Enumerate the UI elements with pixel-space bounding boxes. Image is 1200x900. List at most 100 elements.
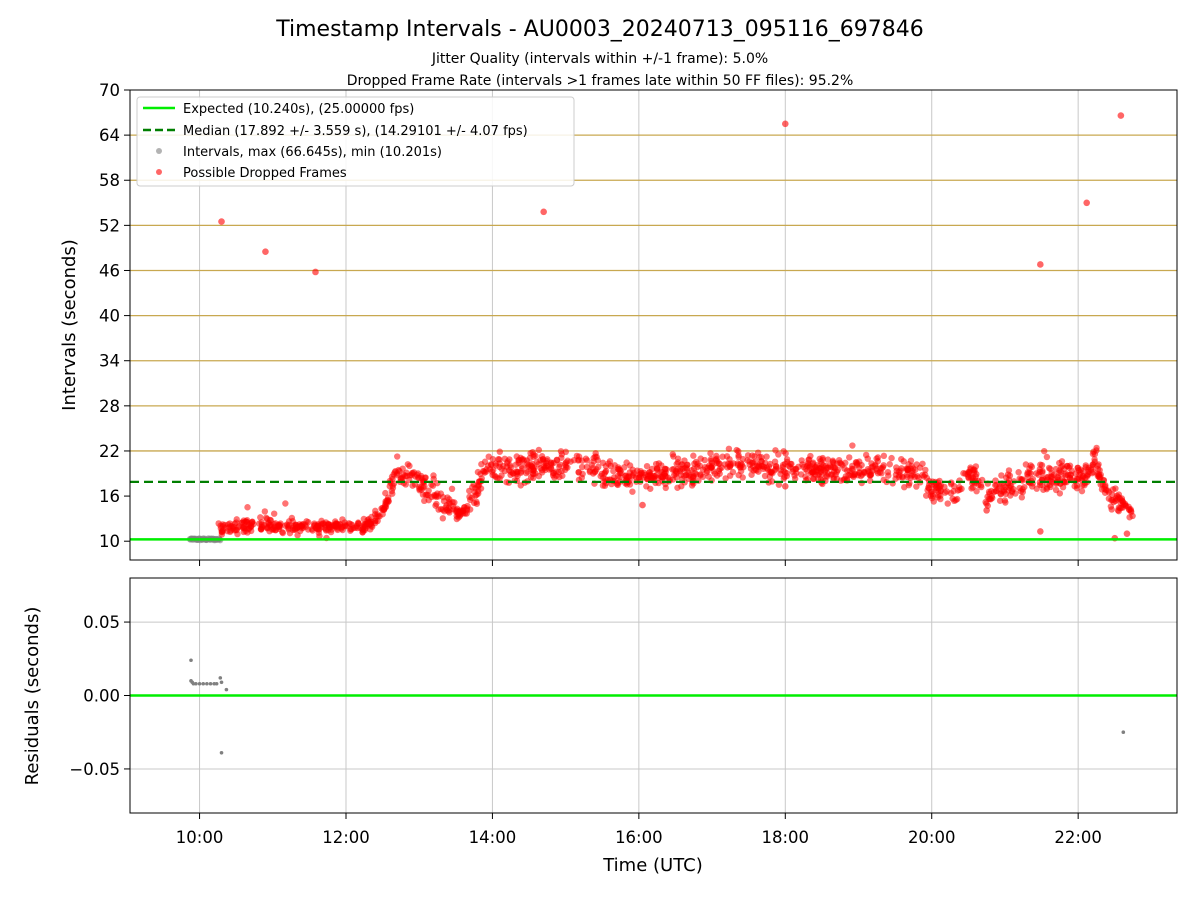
dropped-frame-point — [275, 525, 283, 533]
y-tick-label: 46 — [99, 261, 120, 280]
dropped-frame-point — [810, 475, 817, 483]
dropped-frame-point — [1041, 447, 1048, 455]
dropped-frame-point — [791, 472, 798, 479]
intervals-panel: 10 16 22 28 34 40 46 52 58 64 70 Intervals (second… — [59, 81, 1178, 566]
dropped-frame-point — [339, 523, 346, 530]
dropped-frame-point — [1077, 466, 1085, 473]
dropped-frame-point — [420, 478, 427, 485]
dropped-frame-point — [1102, 481, 1109, 489]
dropped-frame-point — [997, 491, 1005, 498]
dropped-frame-point — [914, 473, 921, 480]
dropped-frame-point — [375, 513, 382, 520]
dropped-frame-point — [936, 477, 943, 485]
dropped-frame-point — [439, 515, 447, 522]
dropped-frame-point — [744, 452, 752, 459]
dropped-frame-point — [473, 498, 480, 506]
x-tick-label: 18:00 — [762, 828, 810, 847]
residual-point — [214, 681, 219, 686]
dropped-frame-point — [853, 460, 861, 467]
dropped-frame-point — [282, 500, 289, 507]
dropped-frame-point — [941, 483, 948, 491]
dropped-frame-point — [707, 450, 714, 457]
dropped-frame-point — [443, 506, 451, 514]
dropped-frame-point — [383, 500, 390, 508]
dropped-frame-point — [492, 473, 499, 481]
dropped-frame-point — [850, 472, 858, 479]
dropped-frame-point — [910, 465, 917, 472]
dropped-frame-point — [1096, 466, 1103, 474]
dropped-frame-point — [437, 505, 445, 513]
dropped-frame-point — [755, 462, 763, 469]
dropped-frame-point — [983, 500, 990, 507]
dropped-frame-point — [1083, 472, 1091, 479]
dropped-frame-point — [270, 510, 278, 517]
dropped-frame-point — [1093, 444, 1100, 452]
dropped-frame-point — [880, 452, 888, 460]
dropped-frame-outlier — [983, 507, 990, 514]
dropped-frame-point — [586, 467, 594, 474]
dropped-frame-point — [930, 498, 937, 505]
dropped-frame-point — [379, 506, 386, 513]
dropped-frame-point — [730, 460, 737, 467]
dropped-frame-point — [872, 462, 879, 469]
dropped-frame-point — [418, 472, 425, 480]
dropped-frame-point — [640, 474, 647, 481]
dropped-frame-point — [819, 454, 826, 462]
dropped-frame-point — [643, 483, 650, 490]
dropped-frame-point — [1091, 456, 1098, 463]
dropped-frame-point — [683, 461, 691, 469]
dropped-frame-point — [467, 496, 474, 504]
dropped-frame-point — [783, 472, 791, 480]
y-tick-label: 22 — [99, 442, 120, 461]
y-tick-label: 52 — [99, 216, 120, 235]
dropped-frame-point — [993, 481, 1000, 489]
dropped-frame-point — [701, 456, 708, 464]
dropped-frame-point — [240, 525, 247, 532]
dropped-frame-point — [257, 514, 264, 521]
dropped-frame-point — [726, 472, 734, 479]
chart-title: Timestamp Intervals - AU0003_20240713_09… — [275, 17, 924, 42]
dropped-frame-point — [1043, 453, 1051, 461]
residuals-y-axis-label: Residuals (seconds) — [22, 607, 43, 786]
dropped-frame-point — [922, 466, 929, 474]
dropped-frame-point — [864, 465, 872, 473]
dropped-frame-point — [643, 462, 651, 470]
x-tick-label: 14:00 — [469, 828, 517, 847]
dropped-frame-point — [394, 470, 401, 477]
dropped-frame-outlier — [639, 501, 646, 509]
y-tick-label: 0.05 — [83, 613, 120, 632]
dropped-frame-point — [360, 515, 368, 523]
dropped-frame-point — [428, 493, 435, 501]
dropped-frame-point — [888, 454, 895, 462]
residuals-y-ticks: 0.05 0.00 −0.05 — [69, 613, 130, 779]
dropped-frame-point — [1012, 490, 1019, 497]
dropped-frame-point — [469, 484, 476, 491]
dropped-frame-point — [755, 468, 762, 475]
dropped-frame-point — [824, 456, 832, 463]
residual-point — [219, 680, 224, 685]
dropped-frame-point — [250, 520, 257, 528]
dropped-frame-point — [556, 461, 563, 468]
dropped-frame-point — [488, 468, 496, 475]
y-tick-label: −0.05 — [69, 760, 120, 779]
dropped-frame-point — [954, 487, 962, 494]
dropped-frame-point — [602, 467, 610, 475]
dropped-frame-point — [432, 502, 439, 509]
dropped-frame-point — [1007, 492, 1014, 499]
dropped-frame-outlier — [1117, 112, 1125, 119]
dropped-frame-outlier — [218, 218, 225, 225]
dropped-frame-point — [325, 527, 332, 534]
dropped-frame-point — [1059, 484, 1067, 491]
dropped-frame-point — [532, 452, 539, 460]
dropped-frame-point — [262, 514, 270, 521]
dropped-frame-outlier — [540, 208, 547, 216]
dropped-frame-point — [257, 525, 265, 533]
legend-intervals-swatch — [156, 148, 162, 154]
dropped-frame-point — [1095, 461, 1102, 468]
dropped-frame-point — [523, 457, 531, 464]
dropped-frame-point — [907, 457, 915, 464]
dropped-frame-point — [524, 468, 531, 475]
dropped-frame-point — [922, 492, 930, 499]
legend-dropped-label: Possible Dropped Frames — [183, 166, 347, 181]
dropped-frame-point — [1058, 458, 1066, 465]
